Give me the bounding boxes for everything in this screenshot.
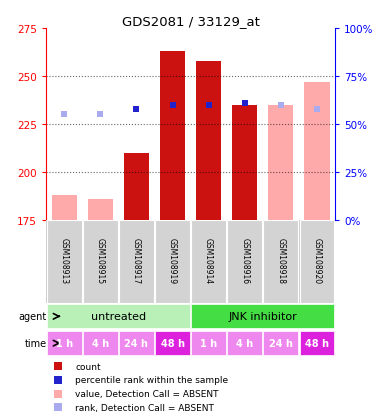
Text: GSM108920: GSM108920 <box>312 237 321 283</box>
Bar <box>124 153 149 220</box>
Bar <box>160 52 185 220</box>
Text: 24 h: 24 h <box>269 338 293 348</box>
Bar <box>155 331 190 355</box>
Text: 48 h: 48 h <box>305 338 329 348</box>
Text: 1 h: 1 h <box>56 338 73 348</box>
Text: 24 h: 24 h <box>124 338 148 348</box>
Text: rank, Detection Call = ABSENT: rank, Detection Call = ABSENT <box>75 403 214 412</box>
Bar <box>83 220 118 303</box>
Bar <box>191 331 226 355</box>
Text: value, Detection Call = ABSENT: value, Detection Call = ABSENT <box>75 389 219 398</box>
Bar <box>155 220 190 303</box>
Text: 4 h: 4 h <box>236 338 253 348</box>
Bar <box>263 220 298 303</box>
Title: GDS2081 / 33129_at: GDS2081 / 33129_at <box>122 15 259 28</box>
Text: count: count <box>75 362 101 371</box>
Bar <box>196 62 221 220</box>
Text: GSM108915: GSM108915 <box>96 237 105 283</box>
Text: 1 h: 1 h <box>200 338 217 348</box>
Text: GSM108919: GSM108919 <box>168 237 177 283</box>
Bar <box>191 304 334 329</box>
Bar <box>52 195 77 220</box>
Text: untreated: untreated <box>91 311 146 322</box>
Text: agent: agent <box>18 311 47 322</box>
Text: time: time <box>25 338 47 348</box>
Text: GSM108918: GSM108918 <box>276 237 285 283</box>
Bar <box>47 220 82 303</box>
Bar <box>119 220 154 303</box>
Bar <box>88 199 113 220</box>
Text: percentile rank within the sample: percentile rank within the sample <box>75 375 228 385</box>
Text: GSM108914: GSM108914 <box>204 237 213 283</box>
Text: GSM108917: GSM108917 <box>132 237 141 283</box>
Bar <box>300 220 334 303</box>
Bar <box>119 331 154 355</box>
Bar <box>47 304 190 329</box>
Text: 48 h: 48 h <box>161 338 184 348</box>
Bar <box>263 331 298 355</box>
Bar <box>191 220 226 303</box>
Bar <box>232 105 257 220</box>
Text: 4 h: 4 h <box>92 338 109 348</box>
Text: JNK inhibitor: JNK inhibitor <box>228 311 297 322</box>
Bar <box>300 331 334 355</box>
Text: GSM108916: GSM108916 <box>240 237 249 283</box>
Bar <box>304 83 330 220</box>
Bar <box>47 331 82 355</box>
Bar <box>83 331 118 355</box>
Bar <box>228 331 262 355</box>
Bar <box>228 220 262 303</box>
Text: GSM108913: GSM108913 <box>60 237 69 283</box>
Bar <box>268 105 293 220</box>
